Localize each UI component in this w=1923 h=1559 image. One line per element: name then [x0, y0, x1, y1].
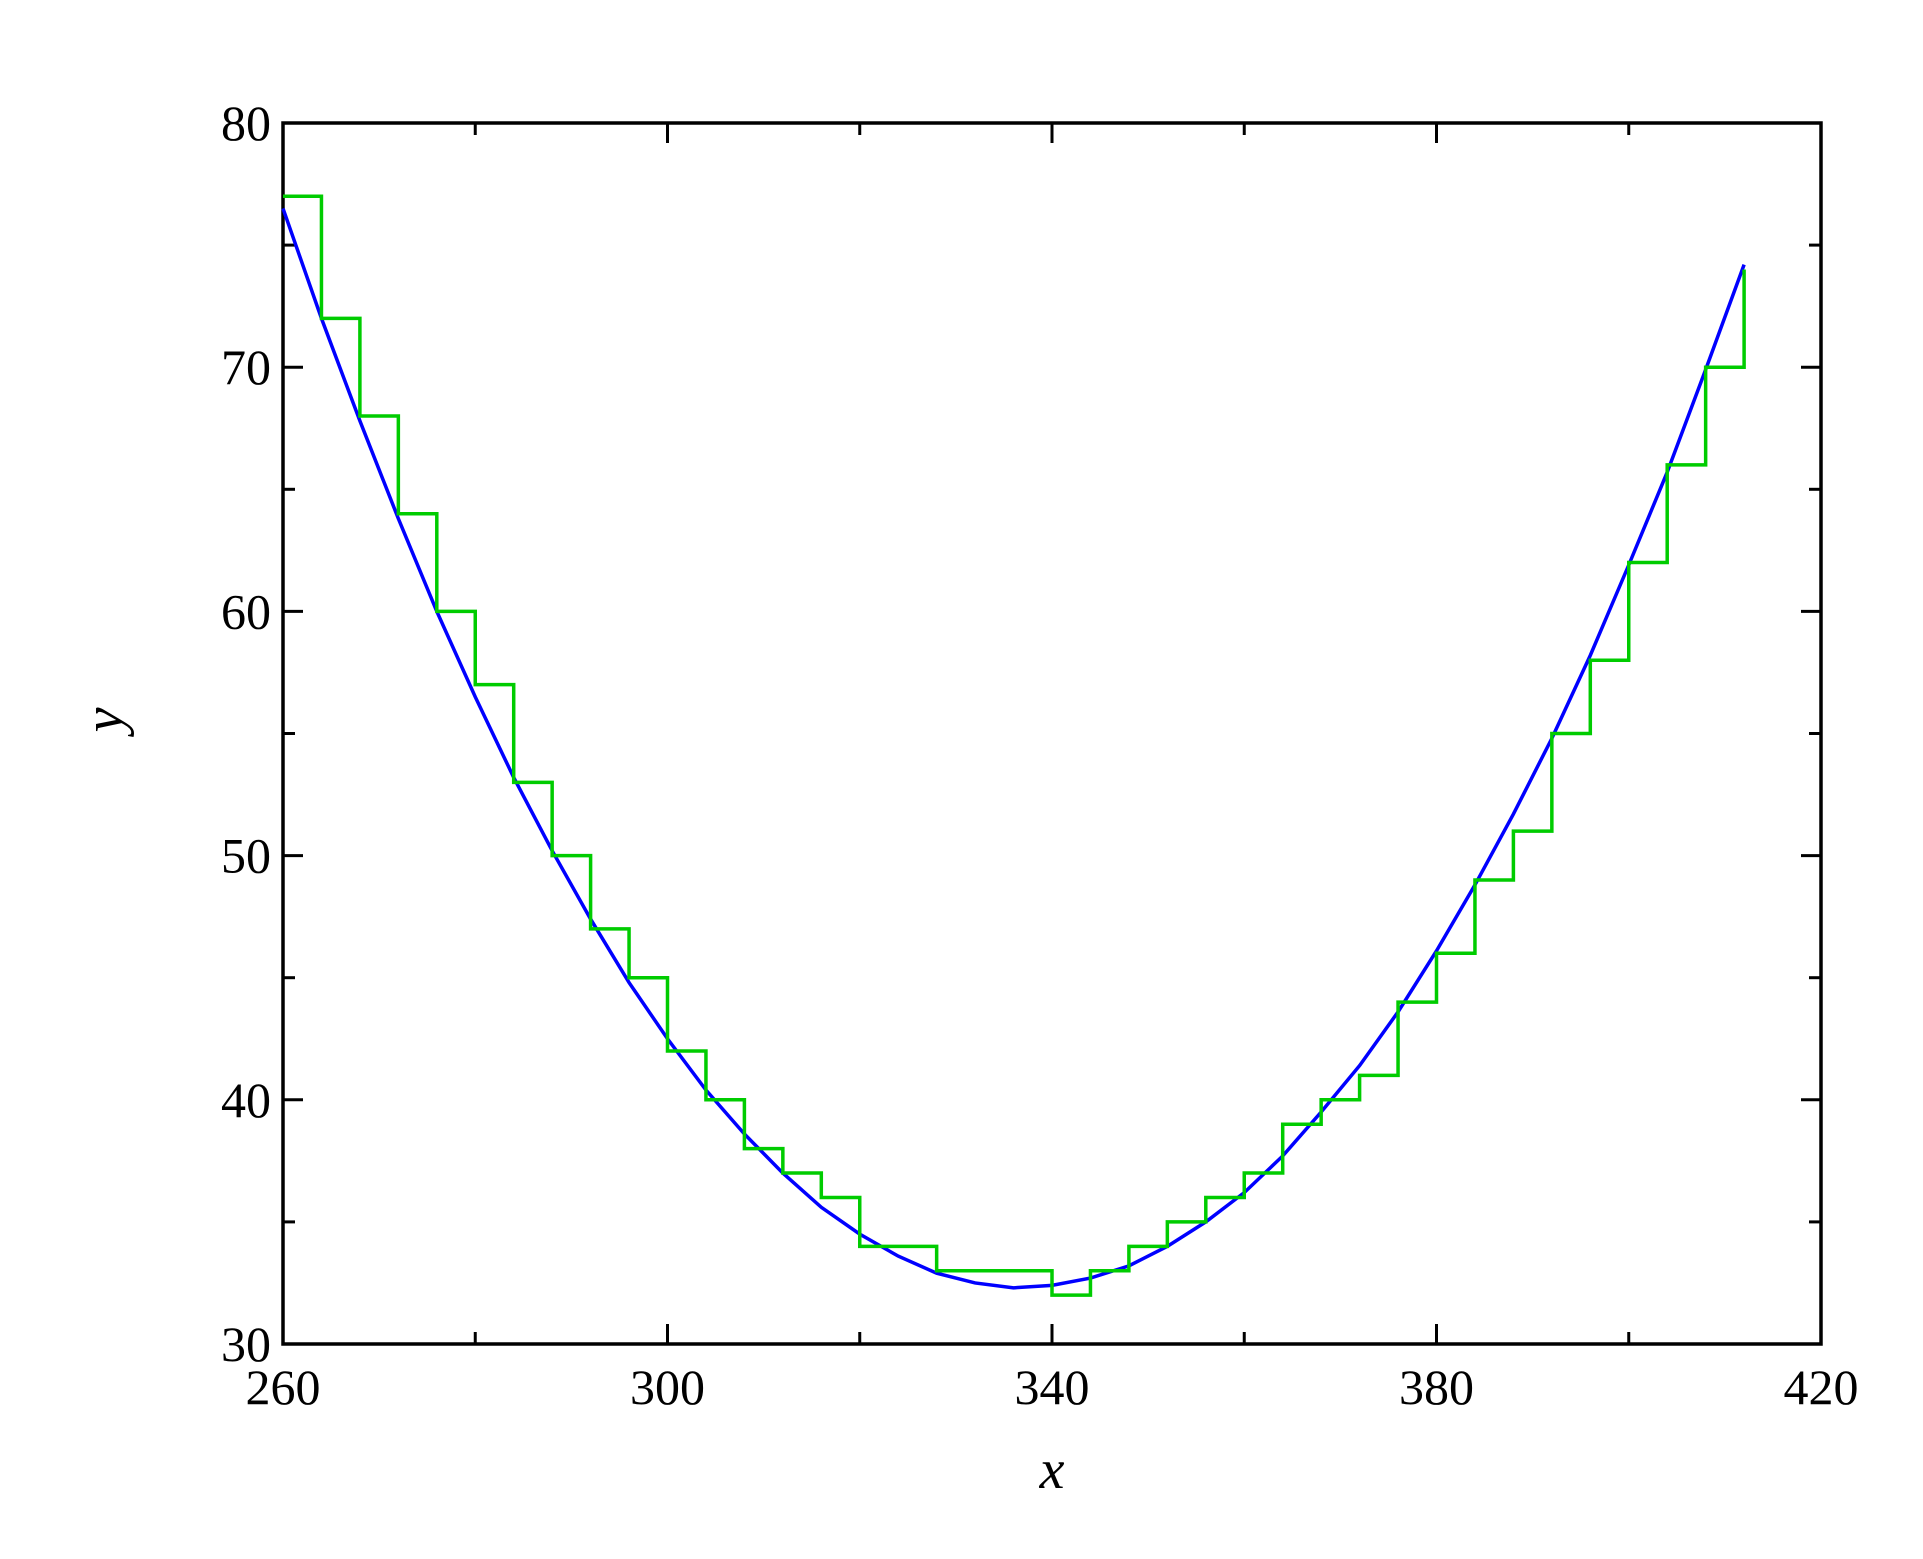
- y-tick-label: 50: [221, 828, 271, 884]
- y-tick-label: 30: [221, 1316, 271, 1372]
- y-tick-label: 80: [221, 95, 271, 151]
- x-tick-label: 340: [1015, 1359, 1090, 1415]
- y-tick-label: 70: [221, 339, 271, 395]
- data-line: [283, 194, 1746, 1297]
- x-tick-label: 300: [630, 1359, 705, 1415]
- y-tick-label: 40: [221, 1072, 271, 1128]
- y-axis-label: y: [73, 707, 135, 737]
- data-line: [281, 207, 1746, 1290]
- x-axis-label: x: [1039, 1439, 1065, 1501]
- x-tick-label: 380: [1399, 1359, 1474, 1415]
- x-tick-label: 420: [1784, 1359, 1859, 1415]
- y-tick-label: 60: [221, 583, 271, 639]
- x-tick-label: 260: [246, 1359, 321, 1415]
